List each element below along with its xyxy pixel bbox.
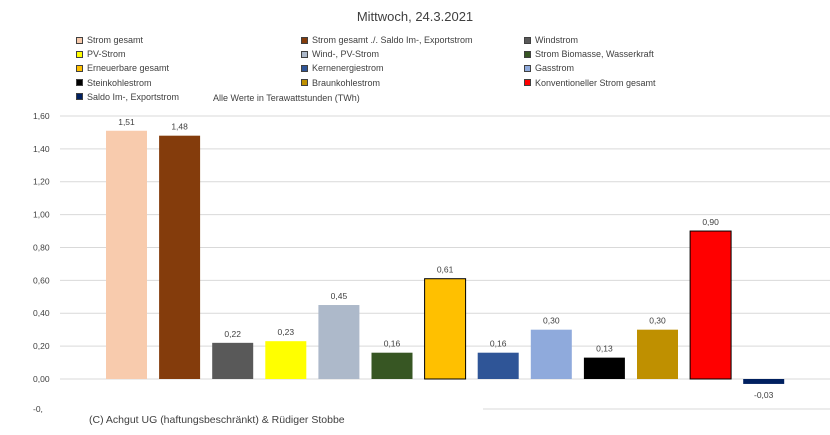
y-tick-label: 0,00 xyxy=(33,374,50,384)
bar xyxy=(106,131,147,379)
data-label: 0,90 xyxy=(702,217,719,227)
data-label: -0,03 xyxy=(754,390,774,400)
data-label: 0,30 xyxy=(543,316,560,326)
data-label: 0,22 xyxy=(224,329,241,339)
data-label: 0,13 xyxy=(596,344,613,354)
data-label: 0,16 xyxy=(384,339,401,349)
bar xyxy=(531,330,572,379)
data-label: 1,51 xyxy=(118,117,135,127)
y-tick-label: 1,00 xyxy=(33,210,50,220)
bar xyxy=(743,379,784,384)
data-label: 0,16 xyxy=(490,339,507,349)
y-tick-label: 1,40 xyxy=(33,144,50,154)
bar xyxy=(318,305,359,379)
y-tick-label: -0, xyxy=(33,404,43,414)
y-tick-label: 0,60 xyxy=(33,275,50,285)
data-label: 0,61 xyxy=(437,265,454,275)
y-tick-label: 0,20 xyxy=(33,341,50,351)
bar xyxy=(212,343,253,379)
data-label: 0,23 xyxy=(278,327,295,337)
bar xyxy=(425,279,466,379)
data-label: 1,48 xyxy=(171,122,188,132)
bar xyxy=(690,231,731,379)
bar xyxy=(265,341,306,379)
bar xyxy=(159,136,200,379)
copyright-text: (C) Achgut UG (haftungsbeschränkt) & Rüd… xyxy=(89,414,345,426)
bar xyxy=(584,358,625,379)
bar xyxy=(637,330,678,379)
y-tick-label: 0,40 xyxy=(33,308,50,318)
bar xyxy=(478,353,519,379)
data-label: 0,30 xyxy=(649,316,666,326)
y-tick-label: 1,20 xyxy=(33,177,50,187)
data-label: 0,45 xyxy=(331,291,348,301)
y-tick-label: 1,60 xyxy=(33,111,50,121)
bar xyxy=(372,353,413,379)
y-tick-label: 0,80 xyxy=(33,242,50,252)
